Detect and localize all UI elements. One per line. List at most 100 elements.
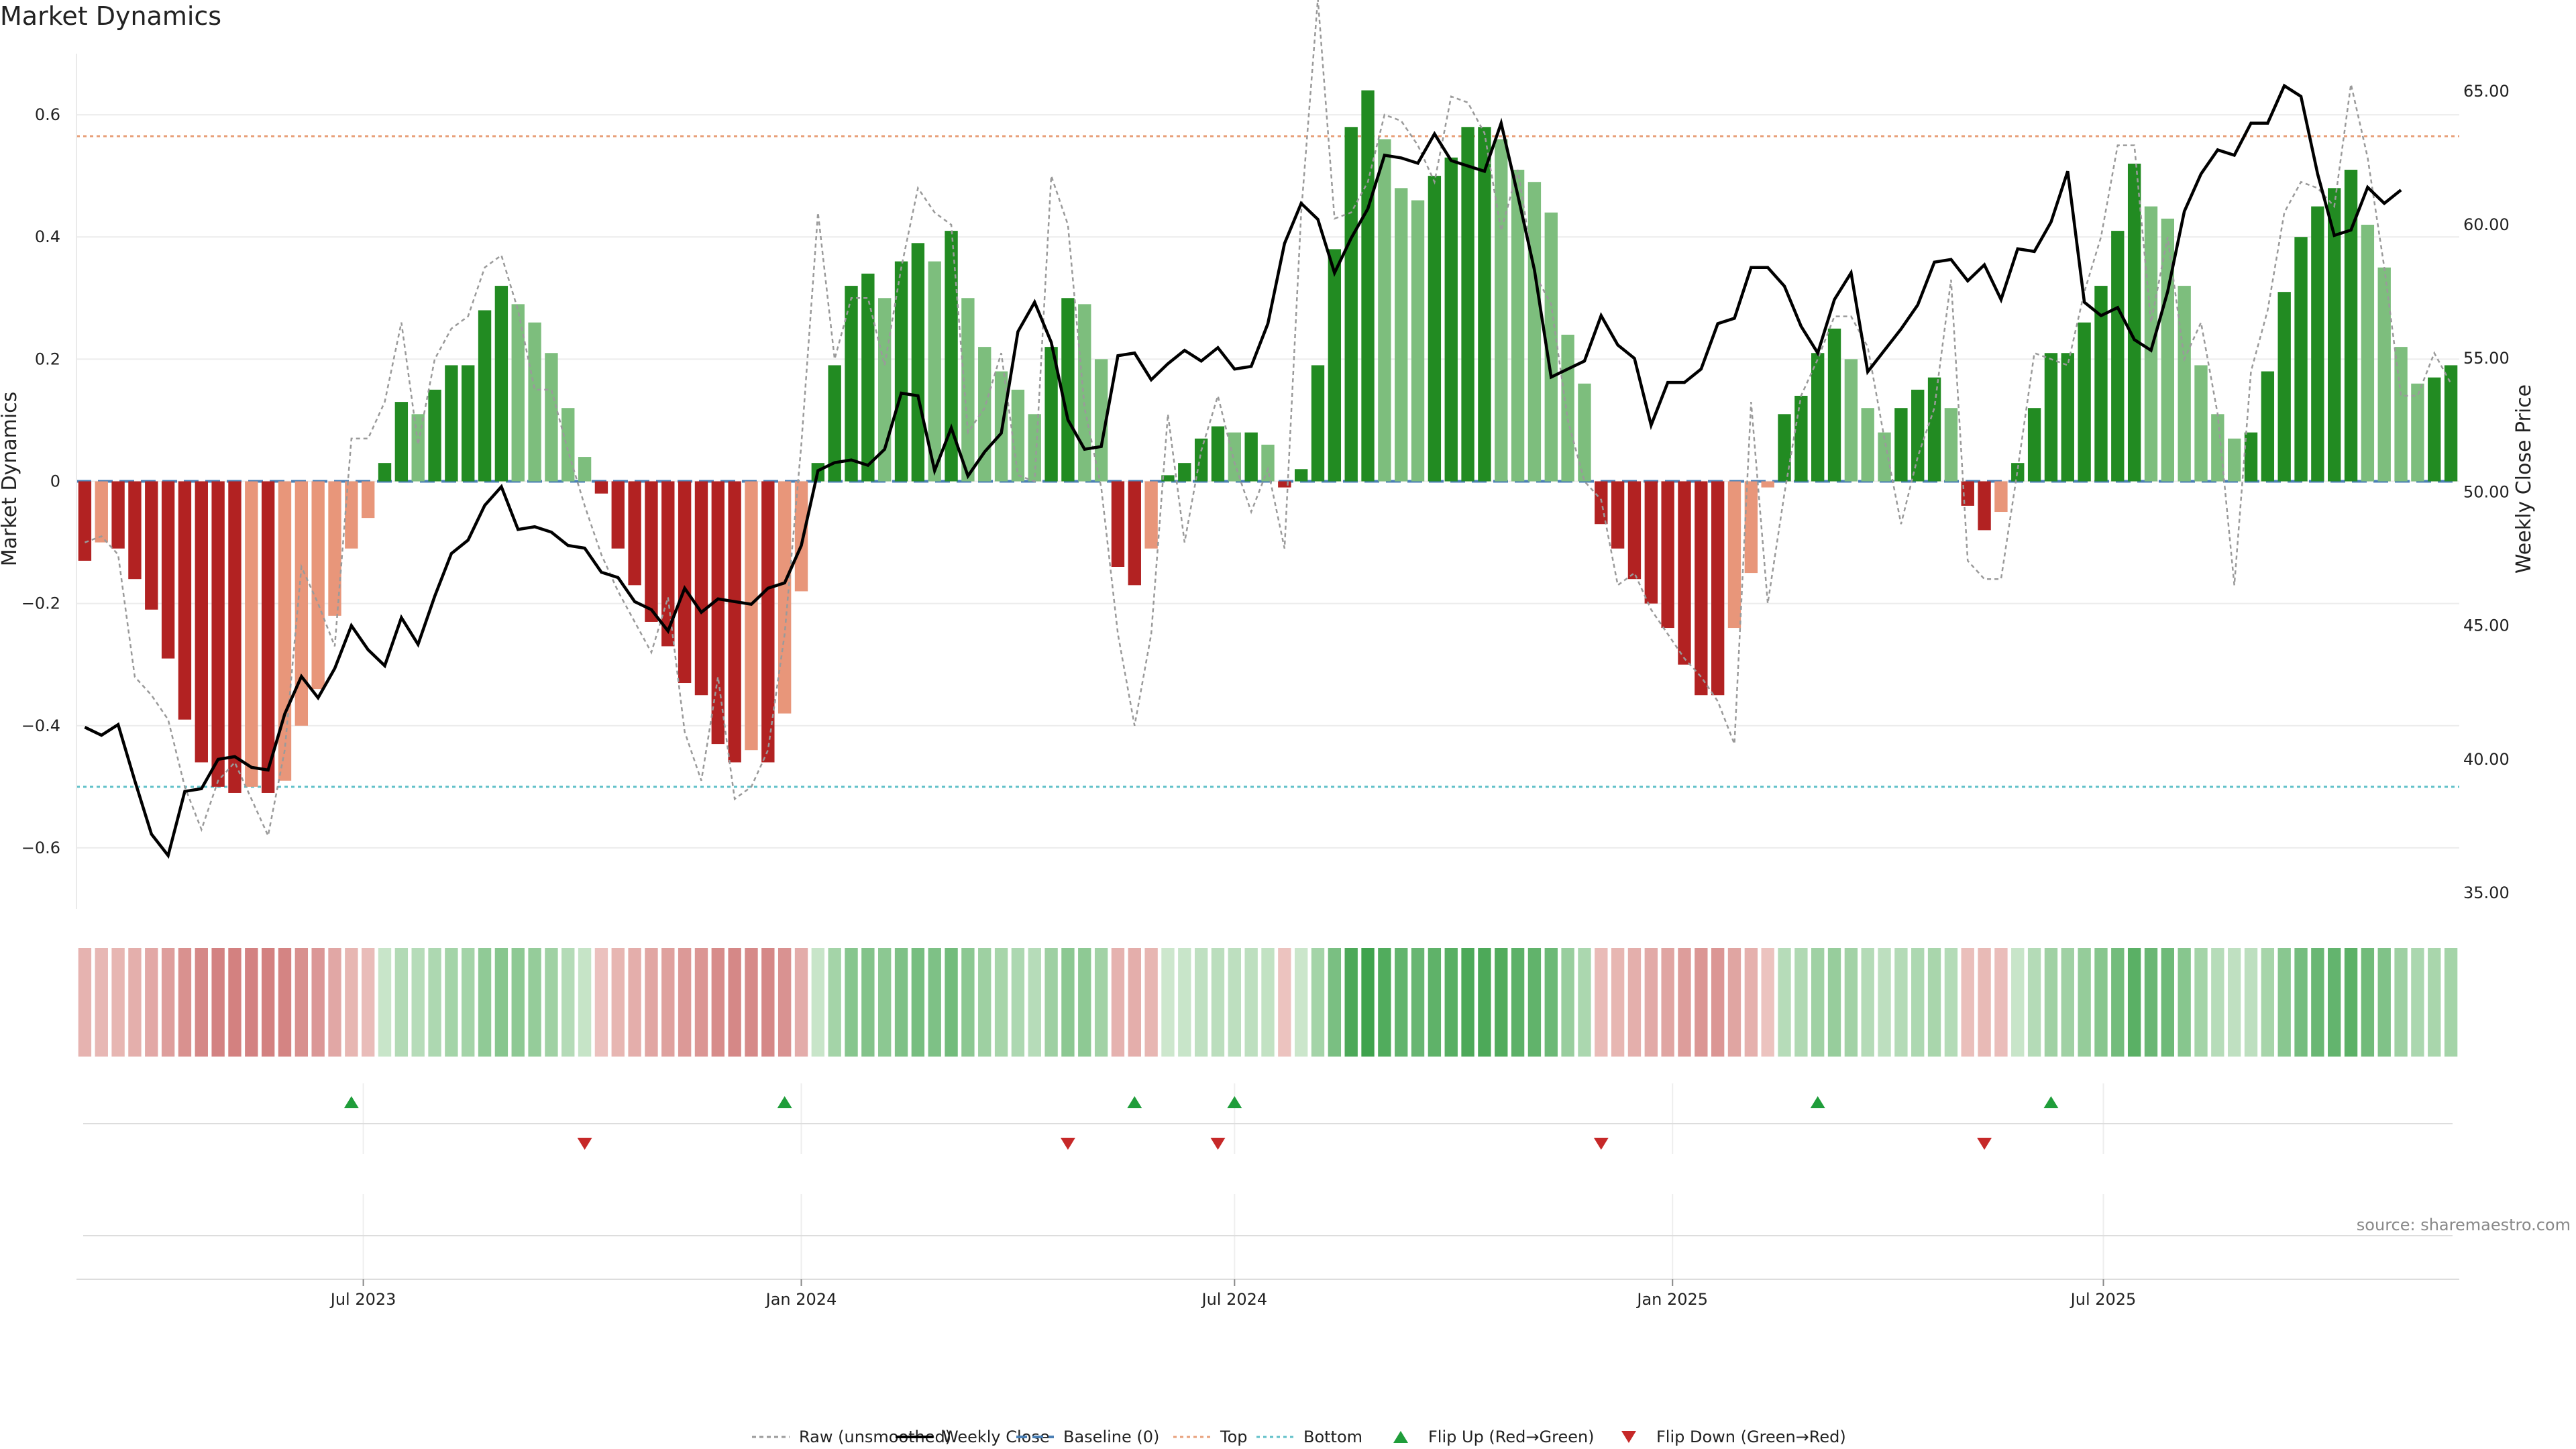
heat-cell bbox=[1627, 948, 1642, 1057]
y-axis-left-label: Market Dynamics bbox=[0, 392, 21, 567]
heat-cell bbox=[2111, 948, 2125, 1057]
heat-cell bbox=[345, 948, 358, 1057]
dynamics-bar bbox=[1511, 170, 1525, 482]
dynamics-bar bbox=[1861, 408, 1874, 482]
heat-cell bbox=[1111, 948, 1125, 1057]
heat-cell bbox=[1727, 948, 1741, 1057]
heat-cell bbox=[2294, 948, 2308, 1057]
dynamics-bar bbox=[2011, 463, 2025, 482]
heat-cell bbox=[1878, 948, 1891, 1057]
dynamics-bar bbox=[1811, 353, 1825, 482]
flip-down-marker bbox=[1977, 1138, 1992, 1150]
heat-cell bbox=[1444, 948, 1458, 1057]
heat-cell bbox=[711, 948, 724, 1057]
dynamics-bar bbox=[2444, 365, 2458, 482]
dynamics-bar bbox=[462, 365, 475, 482]
y-right-tick-label: 35.00 bbox=[2463, 883, 2510, 902]
dynamics-bar bbox=[1194, 438, 1208, 482]
y-left-tick-label: −0.2 bbox=[21, 594, 60, 613]
flip-up-marker bbox=[777, 1096, 792, 1108]
dynamics-bar bbox=[1978, 481, 1991, 531]
dynamics-bar bbox=[628, 481, 641, 586]
x-tick-label: Jan 2024 bbox=[765, 1290, 837, 1309]
heat-cell bbox=[1244, 948, 1258, 1057]
heat-cell bbox=[828, 948, 841, 1057]
y-axis-left-ticks: −0.6 −0.4 −0.2 0 0.2 0.4 0.6 bbox=[21, 105, 60, 857]
dynamics-bar bbox=[1878, 432, 1891, 482]
dynamics-bar bbox=[494, 286, 508, 482]
heat-cell bbox=[2194, 948, 2208, 1057]
dynamics-bar bbox=[278, 481, 292, 781]
dynamics-bar bbox=[578, 457, 592, 482]
dynamics-bar bbox=[1061, 298, 1075, 482]
dynamics-bar bbox=[1211, 426, 1225, 482]
dynamics-bar bbox=[345, 481, 358, 549]
dynamics-bar bbox=[195, 481, 208, 763]
heat-cell bbox=[1844, 948, 1858, 1057]
y-left-tick-label: 0 bbox=[50, 472, 60, 491]
legend-item: Flip Down (Green→Red) bbox=[1621, 1428, 1846, 1446]
dynamics-bar bbox=[2294, 237, 2308, 482]
heat-cell bbox=[1144, 948, 1158, 1057]
heat-cell bbox=[1278, 948, 1291, 1057]
dynamics-bar bbox=[394, 402, 409, 482]
heat-cell bbox=[1511, 948, 1525, 1057]
heat-cell bbox=[945, 948, 958, 1057]
y-left-tick-label: −0.4 bbox=[21, 716, 60, 735]
heat-cell bbox=[594, 948, 608, 1057]
dynamics-bar bbox=[1994, 481, 2008, 513]
heat-cell bbox=[761, 948, 775, 1057]
dynamics-bar bbox=[2428, 377, 2441, 482]
x-tick-label: Jan 2025 bbox=[1635, 1290, 1708, 1309]
dynamics-bar bbox=[478, 310, 492, 482]
heat-cell bbox=[661, 948, 675, 1057]
dynamics-bar bbox=[2161, 218, 2175, 482]
heat-cell bbox=[2428, 948, 2441, 1057]
dynamics-bar bbox=[1294, 469, 1308, 482]
heat-cell bbox=[777, 948, 792, 1057]
dynamics-bar bbox=[78, 481, 92, 561]
heat-cell bbox=[528, 948, 541, 1057]
heat-cell bbox=[161, 948, 175, 1057]
heat-cell bbox=[2211, 948, 2224, 1057]
heat-cell bbox=[1744, 948, 1758, 1057]
dynamics-bar bbox=[1478, 127, 1491, 482]
dynamics-bar bbox=[1644, 481, 1658, 604]
heat-cell bbox=[2227, 948, 2241, 1057]
heat-cell bbox=[1595, 948, 1608, 1057]
heat-cell bbox=[2377, 948, 2391, 1057]
heat-cell bbox=[911, 948, 925, 1057]
regime-heat-strip bbox=[78, 948, 2458, 1057]
dynamics-bar bbox=[1178, 463, 1191, 482]
heat-cell bbox=[245, 948, 258, 1057]
heat-cell bbox=[1961, 948, 1974, 1057]
heat-cell bbox=[378, 948, 392, 1057]
dynamics-bar bbox=[1078, 304, 1091, 482]
chart-title: Market Dynamics bbox=[0, 1, 222, 31]
heat-cell bbox=[2277, 948, 2291, 1057]
flip-up-marker bbox=[1127, 1096, 1142, 1108]
heat-cell bbox=[928, 948, 941, 1057]
dynamics-bar bbox=[1827, 328, 1841, 482]
heat-cell bbox=[462, 948, 475, 1057]
heat-cell bbox=[1011, 948, 1025, 1057]
raw-series-line bbox=[84, 0, 2452, 839]
heat-cell bbox=[1211, 948, 1225, 1057]
heat-cell bbox=[2411, 948, 2424, 1057]
dynamics-bar bbox=[1311, 365, 1325, 482]
dynamics-bar bbox=[428, 389, 441, 482]
dynamics-bar bbox=[711, 481, 724, 745]
x-tick-label: Jul 2024 bbox=[1200, 1290, 1267, 1309]
dynamics-bar bbox=[1944, 408, 1958, 482]
heat-cell bbox=[1328, 948, 1342, 1057]
heat-cell bbox=[861, 948, 875, 1057]
heat-cell bbox=[1378, 948, 1391, 1057]
dynamics-bar bbox=[1361, 90, 1375, 482]
dynamics-bar bbox=[1927, 377, 1941, 482]
heat-cell bbox=[1894, 948, 1908, 1057]
dynamics-bar bbox=[1794, 396, 1808, 482]
heat-cell bbox=[994, 948, 1008, 1057]
heat-cell bbox=[1611, 948, 1625, 1057]
y-axis-right-label: Weekly Close Price bbox=[2512, 384, 2536, 574]
